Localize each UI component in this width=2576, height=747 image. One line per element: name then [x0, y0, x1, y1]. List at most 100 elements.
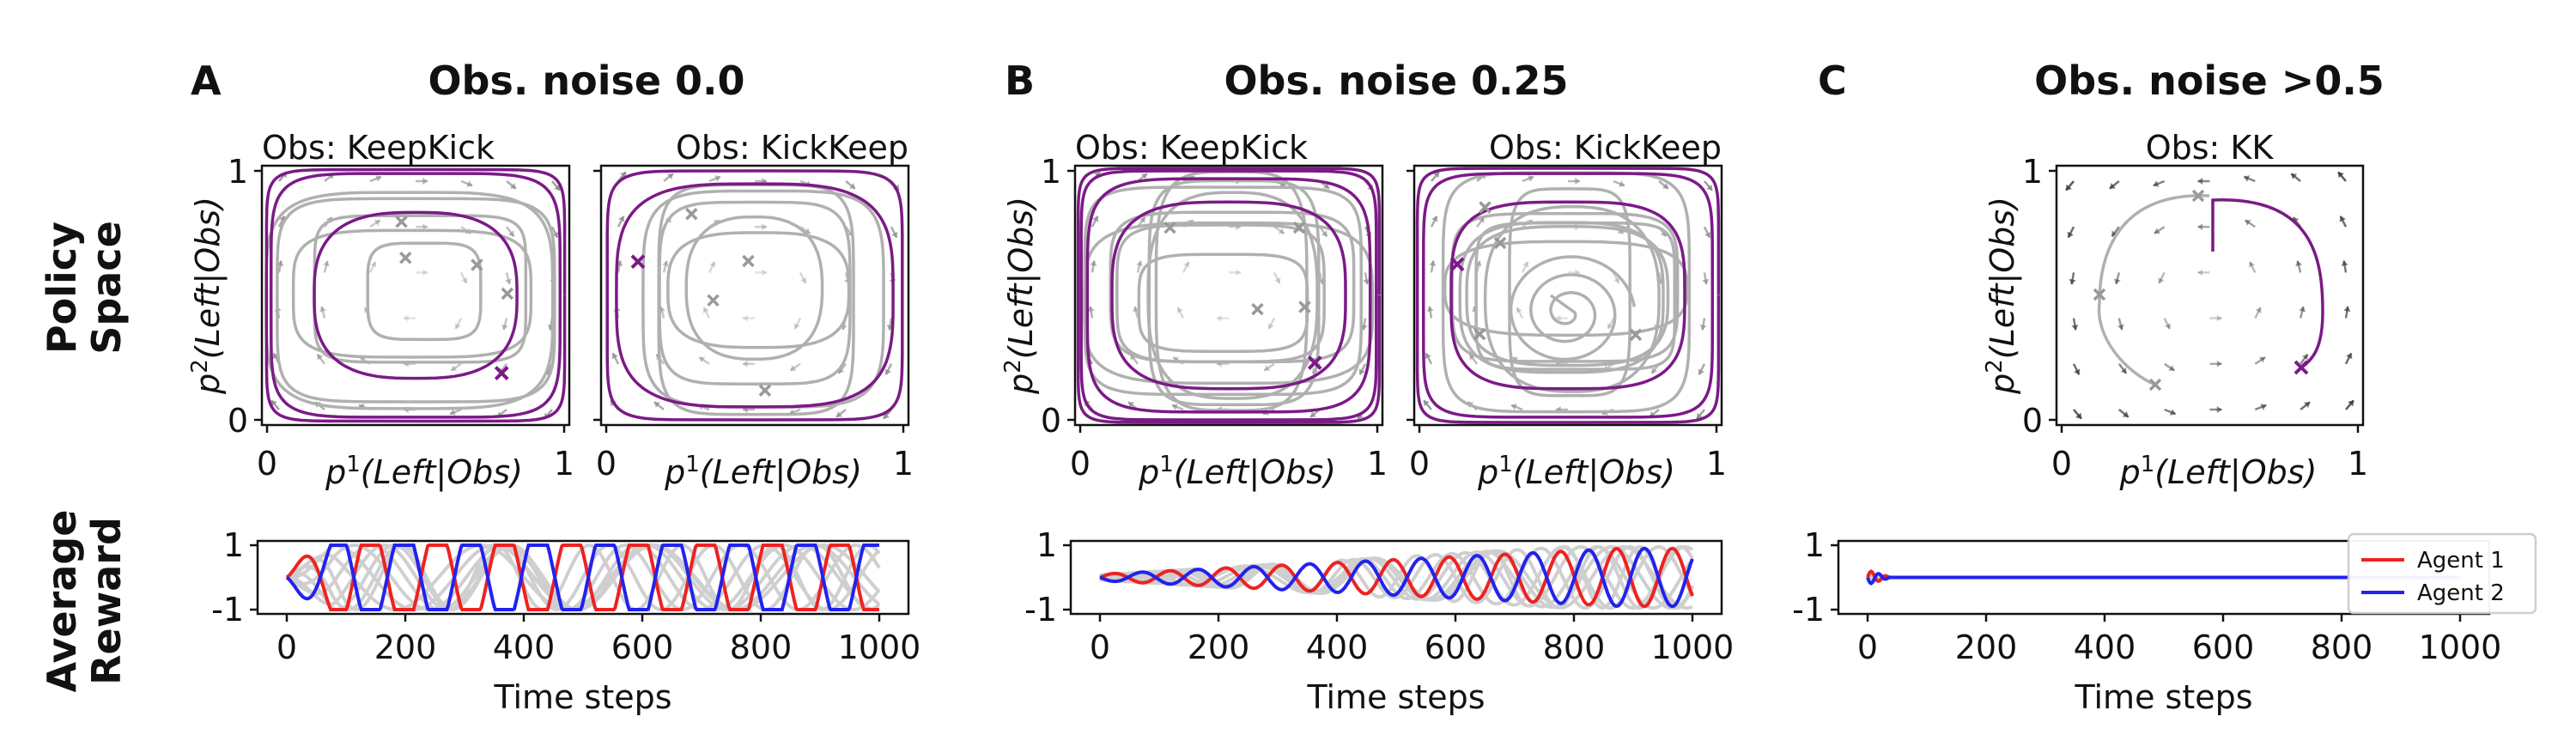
x-tick-label: 400: [1306, 629, 1369, 666]
field-arrowhead: [1607, 323, 1613, 330]
field-arrowhead: [1274, 277, 1281, 283]
field-arrow: [1267, 318, 1276, 330]
field-arrow: [698, 356, 710, 365]
x-tick-label: 1: [1706, 445, 1727, 483]
field-arrowhead: [1171, 404, 1178, 410]
field-arrowhead: [1321, 230, 1327, 237]
y-tick-label: 1: [1036, 526, 1057, 564]
reward-plot-1: [1063, 539, 1723, 622]
plot-frame: [1073, 164, 1384, 427]
trajectory-gray: [1083, 185, 1364, 397]
trajectory-purple: [1079, 169, 1378, 422]
field-arrowhead: [2117, 324, 2124, 331]
field-arrowhead: [2069, 278, 2076, 285]
field-arrowhead: [2154, 228, 2160, 234]
y-axis-label: p2(Left|Obs): [1000, 197, 1041, 395]
field-arrowhead: [271, 400, 277, 407]
field-arrowhead: [709, 261, 716, 268]
x-tick-label: 200: [1955, 629, 2018, 666]
field-arrowhead: [2066, 184, 2072, 191]
field-arrowhead: [1267, 323, 1274, 330]
field-arrowhead: [2338, 172, 2344, 179]
start-marker-gray: [742, 254, 755, 268]
trajectory-gray: [1137, 252, 1309, 354]
start-marker-gray: [685, 208, 698, 221]
panel-letter-A: A: [191, 58, 222, 104]
x-tick-label: 800: [2311, 629, 2373, 666]
start-marker-gray: [1479, 201, 1492, 214]
field-arrow: [2254, 307, 2262, 319]
plot-area: [285, 543, 881, 612]
field-arrowhead: [654, 402, 661, 409]
x-tick-label: 200: [1188, 629, 1250, 666]
y-tick-label: 0: [228, 402, 248, 440]
field-arrowhead: [466, 180, 473, 187]
trajectory-gray: [1458, 221, 1665, 374]
field-arrowhead: [790, 364, 797, 371]
x-tick-label: 400: [2074, 629, 2136, 666]
field-arrow: [2163, 318, 2172, 330]
start-marker-gray: [1251, 302, 1264, 316]
x-tick-label: 1: [1367, 445, 1388, 483]
trajectory-gray: [1147, 179, 1321, 407]
field-arrowhead: [2343, 306, 2351, 313]
field-arrowhead: [272, 353, 279, 360]
field-arrowhead: [319, 307, 326, 313]
trajectory-purple: [1110, 200, 1347, 391]
x-tick-label: 1000: [2419, 629, 2502, 666]
trajectory-gray: [657, 183, 855, 416]
field-arrowhead: [2153, 180, 2160, 187]
field-arrowhead: [1516, 307, 1522, 313]
y-tick-label: -1: [1024, 591, 1057, 629]
field-arrowhead: [374, 220, 380, 227]
field-arrowhead: [375, 175, 382, 182]
field-arrowhead: [2291, 173, 2298, 180]
field-arrowhead: [800, 277, 807, 283]
field-arrow: [1273, 226, 1285, 234]
field-arrow: [1521, 261, 1529, 273]
field-arrowhead: [2299, 307, 2306, 313]
start-marker-gray: [399, 251, 412, 264]
trajectory-gray: [1099, 544, 1694, 610]
field-arrow: [1612, 271, 1620, 284]
subplot-title: Obs: KickKeep: [676, 129, 908, 167]
trajectory-gray: [684, 215, 824, 361]
field-arrowhead: [1704, 231, 1711, 238]
field-arrowhead: [2197, 177, 2203, 185]
x-tick-label: 1000: [1651, 629, 1735, 666]
x-tick-label: 0: [2051, 445, 2072, 483]
start-marker-gray: [1629, 328, 1643, 342]
field-arrowhead: [2245, 220, 2251, 227]
field-arrowhead: [1310, 410, 1317, 417]
field-arrowhead: [1522, 261, 1529, 268]
field-arrowhead: [370, 261, 377, 268]
field-arrowhead: [1136, 260, 1144, 267]
phase-plot-B-3: [1406, 164, 1723, 433]
field-arrowhead: [1363, 278, 1370, 285]
plot-area: [1099, 544, 1694, 610]
field-arrowhead: [2248, 261, 2256, 268]
field-arrowhead: [1528, 175, 1534, 182]
row-label-space: Space: [83, 221, 130, 355]
field-arrowhead: [2244, 175, 2251, 182]
x-tick-label: 600: [611, 629, 674, 666]
y-tick-label: 0: [2022, 402, 2043, 440]
trajectory-purple: [615, 182, 895, 409]
trajectory-purple: [605, 169, 904, 422]
field-arrow: [1273, 271, 1281, 284]
field-arrowhead: [1426, 306, 1434, 313]
field-arrowhead: [1702, 278, 1710, 285]
field-arrowhead: [1140, 173, 1147, 180]
trajectory-gray: [366, 241, 483, 342]
trajectory-gray: [1146, 191, 1319, 400]
field-arrowhead: [2113, 278, 2121, 284]
subplot-title: Obs: KickKeep: [1489, 129, 1722, 167]
trajectory-gray-spiral: [1509, 255, 1637, 361]
panel-title-B: Obs. noise 0.25: [1224, 58, 1568, 104]
trajectory-purple: [1415, 167, 1721, 424]
field-arrowhead: [2216, 314, 2222, 322]
field-arrow: [454, 318, 463, 330]
field-arrowhead: [554, 184, 560, 191]
field-arrowhead: [702, 307, 709, 313]
